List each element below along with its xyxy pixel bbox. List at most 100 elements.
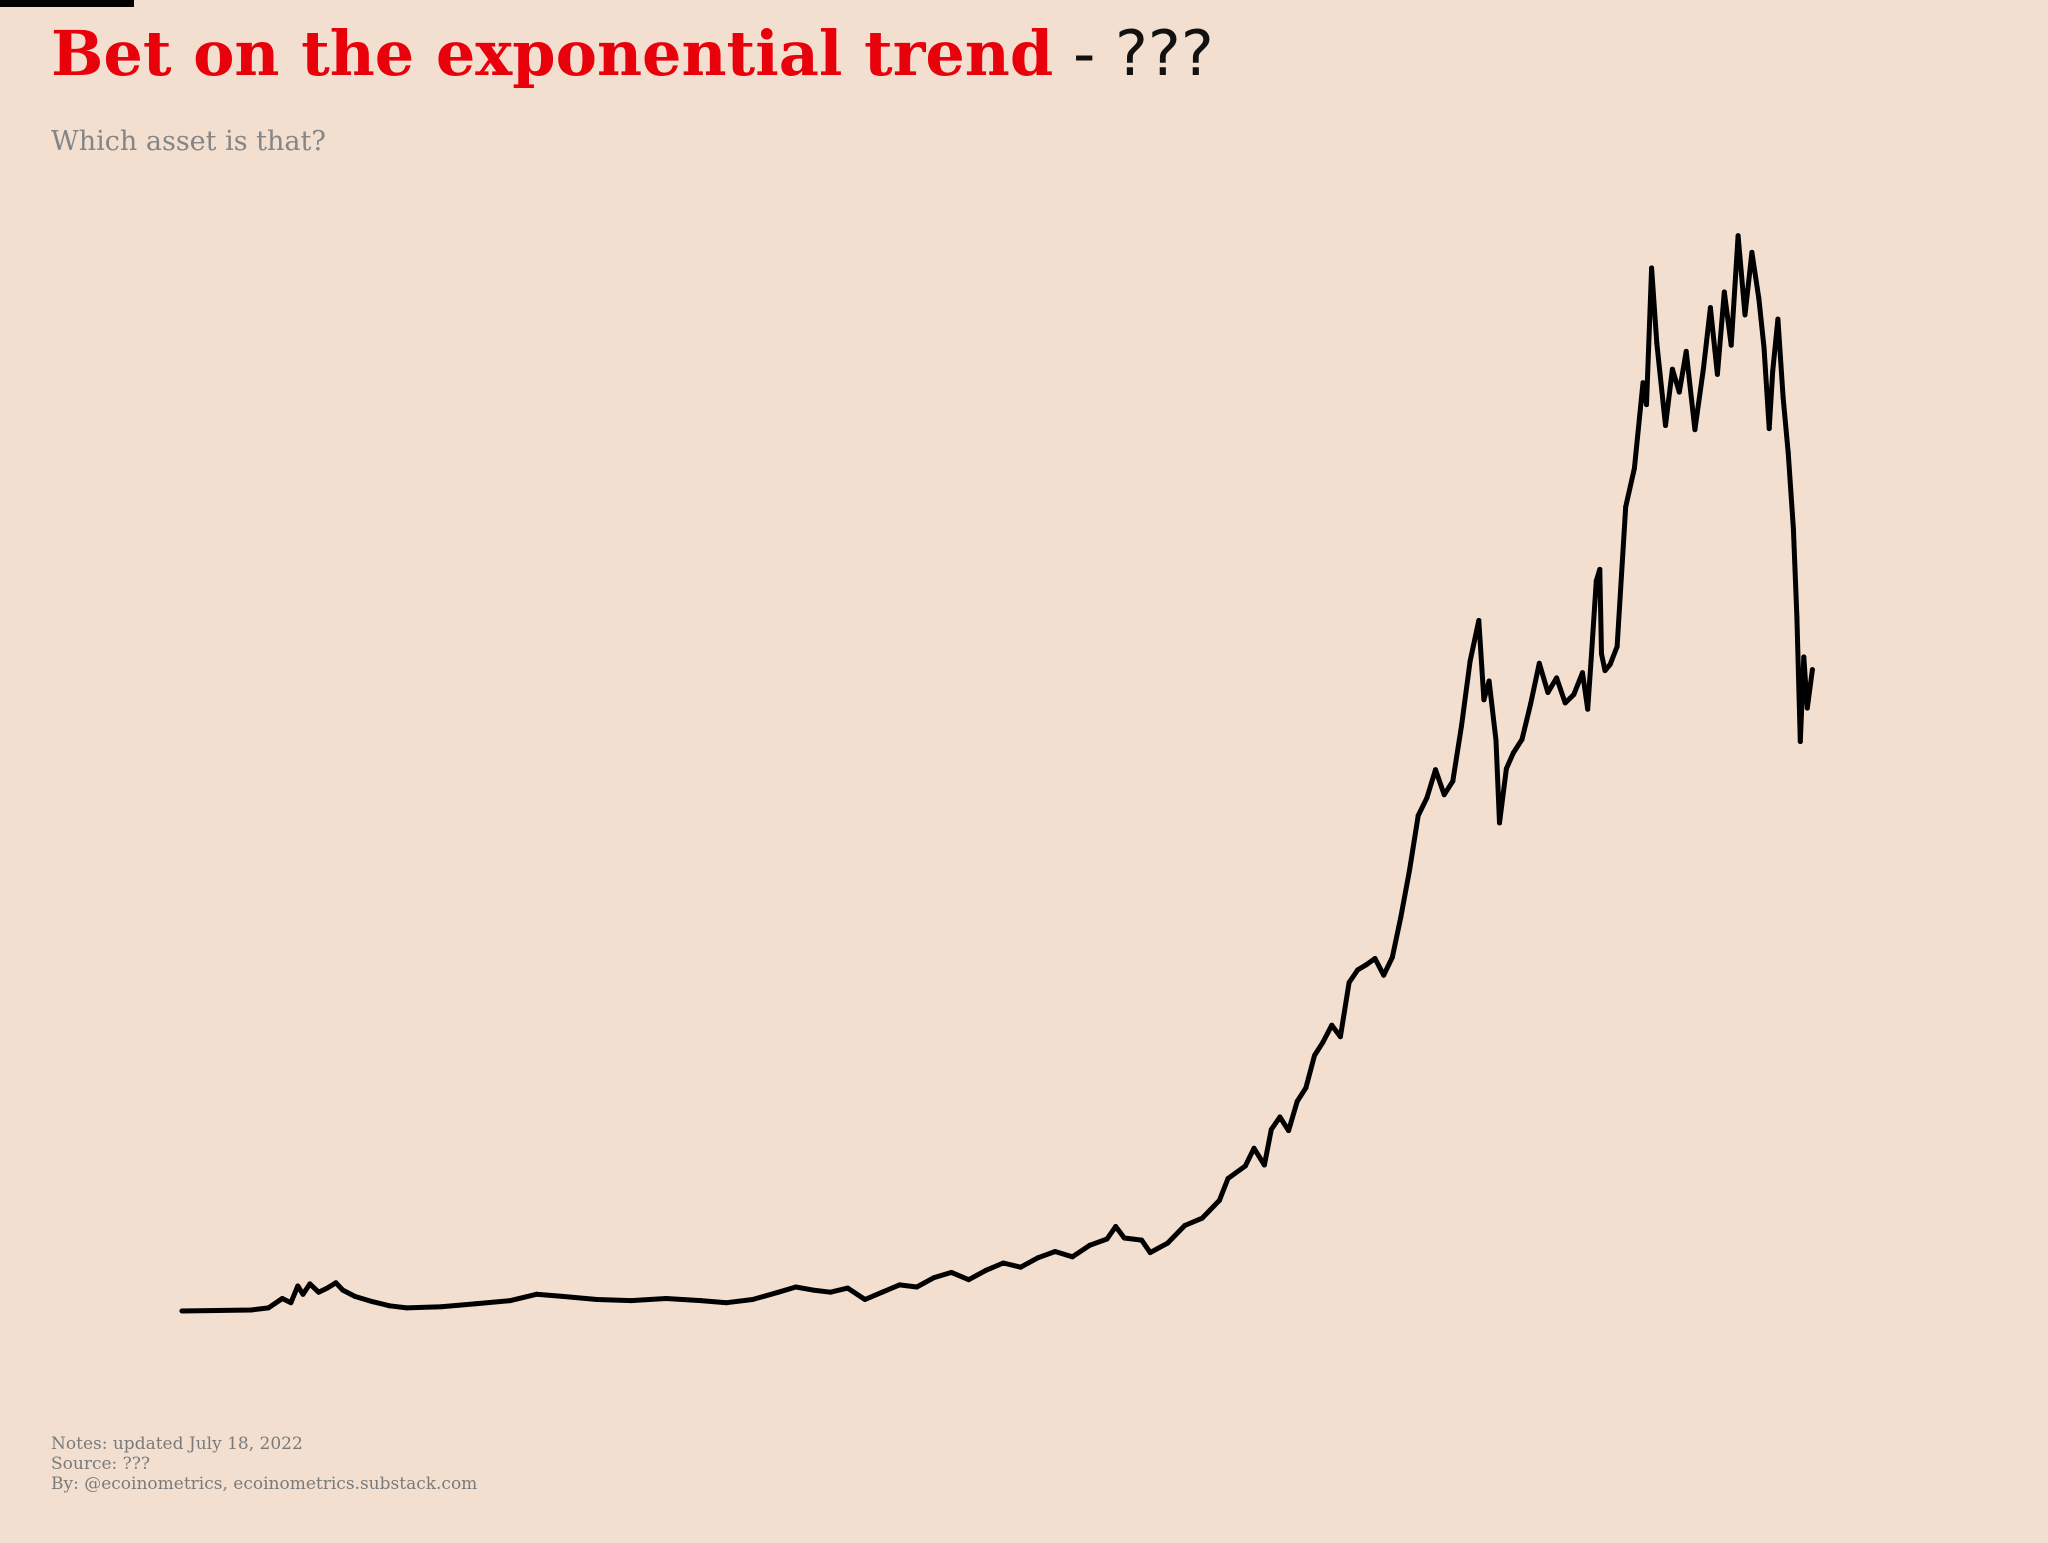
data-point bbox=[1761, 344, 1767, 350]
data-point bbox=[1035, 1255, 1041, 1261]
data-point bbox=[776, 1289, 781, 1295]
data-point bbox=[698, 1298, 704, 1304]
data-point bbox=[1113, 1224, 1119, 1229]
data-point bbox=[931, 1275, 937, 1281]
data-point bbox=[1242, 1163, 1248, 1169]
data-point bbox=[1597, 566, 1603, 572]
data-point bbox=[750, 1297, 756, 1302]
data-point bbox=[1165, 1240, 1170, 1246]
data-point bbox=[1742, 312, 1748, 318]
data-point bbox=[508, 1298, 513, 1304]
data-point bbox=[387, 1303, 392, 1309]
data-point bbox=[1519, 736, 1525, 742]
data-point bbox=[1147, 1250, 1153, 1256]
data-point bbox=[1069, 1254, 1075, 1260]
data-point bbox=[324, 1285, 330, 1291]
data-point bbox=[1216, 1197, 1222, 1203]
data-point bbox=[810, 1287, 816, 1293]
data-point bbox=[1554, 675, 1560, 681]
data-point bbox=[1389, 954, 1395, 960]
data-point bbox=[1770, 368, 1776, 374]
data-point bbox=[265, 1305, 271, 1311]
data-point bbox=[1683, 348, 1689, 354]
data-point bbox=[983, 1267, 989, 1273]
data-point bbox=[279, 1296, 285, 1301]
data-point bbox=[914, 1284, 920, 1290]
data-point bbox=[1087, 1242, 1093, 1248]
data-point bbox=[1294, 1098, 1300, 1104]
data-point bbox=[1398, 914, 1404, 920]
chart-title: Bet on the exponential trend - ??? bbox=[51, 14, 1214, 94]
data-point bbox=[1320, 1039, 1326, 1045]
data-point bbox=[1580, 670, 1585, 676]
data-point bbox=[1676, 389, 1682, 395]
data-point bbox=[1139, 1237, 1145, 1243]
data-point bbox=[1251, 1145, 1257, 1151]
data-point bbox=[1631, 465, 1637, 471]
data-point bbox=[340, 1287, 346, 1293]
data-point bbox=[827, 1289, 833, 1295]
author-line: By: @ecoinometrics, ecoinometrics.substa… bbox=[51, 1474, 478, 1494]
data-point bbox=[1614, 644, 1620, 650]
data-point bbox=[1415, 813, 1421, 819]
data-point bbox=[300, 1291, 306, 1297]
data-point bbox=[1104, 1236, 1110, 1242]
data-point bbox=[1721, 289, 1727, 295]
data-point bbox=[1199, 1215, 1205, 1221]
data-point bbox=[663, 1296, 669, 1301]
data-point bbox=[1355, 967, 1361, 973]
data-point bbox=[1735, 233, 1741, 239]
data-point bbox=[1644, 402, 1649, 408]
data-point bbox=[1654, 340, 1660, 346]
data-point bbox=[1303, 1085, 1309, 1091]
data-point bbox=[1225, 1176, 1231, 1181]
data-point bbox=[1663, 423, 1668, 428]
data-point bbox=[316, 1289, 322, 1295]
data-point bbox=[1780, 394, 1786, 400]
data-point bbox=[1599, 651, 1604, 657]
data-point bbox=[1503, 766, 1509, 772]
data-point bbox=[1701, 365, 1706, 371]
data-point bbox=[1785, 450, 1791, 456]
data-point bbox=[862, 1297, 868, 1302]
data-point bbox=[333, 1280, 339, 1286]
data-point bbox=[1363, 962, 1369, 968]
data-point bbox=[1000, 1260, 1006, 1266]
data-point bbox=[1476, 618, 1482, 623]
data-point bbox=[1481, 697, 1487, 703]
data-point bbox=[1018, 1264, 1024, 1270]
data-point bbox=[1493, 738, 1499, 743]
data-point bbox=[1649, 265, 1655, 271]
data-point bbox=[1801, 654, 1807, 660]
data-point bbox=[1497, 820, 1502, 826]
data-point bbox=[1623, 504, 1629, 510]
chart-title-main: Bet on the exponential trend bbox=[51, 17, 1054, 90]
data-point bbox=[1381, 972, 1387, 978]
data-point bbox=[845, 1285, 851, 1291]
data-point bbox=[793, 1284, 799, 1290]
data-point bbox=[1607, 661, 1613, 667]
data-point bbox=[1407, 867, 1413, 873]
data-point bbox=[1707, 305, 1713, 311]
notes-line: Notes: updated July 18, 2022 bbox=[51, 1434, 303, 1454]
data-point bbox=[1268, 1127, 1274, 1132]
data-point bbox=[1433, 767, 1438, 773]
chart-subtitle: Which asset is that? bbox=[51, 126, 326, 157]
data-point bbox=[1562, 700, 1568, 706]
data-point bbox=[179, 1308, 185, 1314]
data-point bbox=[1467, 658, 1473, 664]
data-point bbox=[629, 1298, 634, 1304]
corner-accent-bar bbox=[0, 0, 134, 7]
data-point bbox=[1286, 1128, 1292, 1134]
data-point bbox=[879, 1289, 885, 1295]
data-point bbox=[1424, 795, 1430, 801]
data-point bbox=[1794, 614, 1800, 620]
data-point bbox=[1585, 706, 1591, 712]
data-point bbox=[1804, 705, 1810, 711]
data-point bbox=[307, 1281, 313, 1287]
data-point bbox=[1337, 1034, 1343, 1040]
data-point bbox=[404, 1305, 410, 1311]
data-point bbox=[1809, 667, 1815, 673]
data-point bbox=[1346, 980, 1352, 985]
